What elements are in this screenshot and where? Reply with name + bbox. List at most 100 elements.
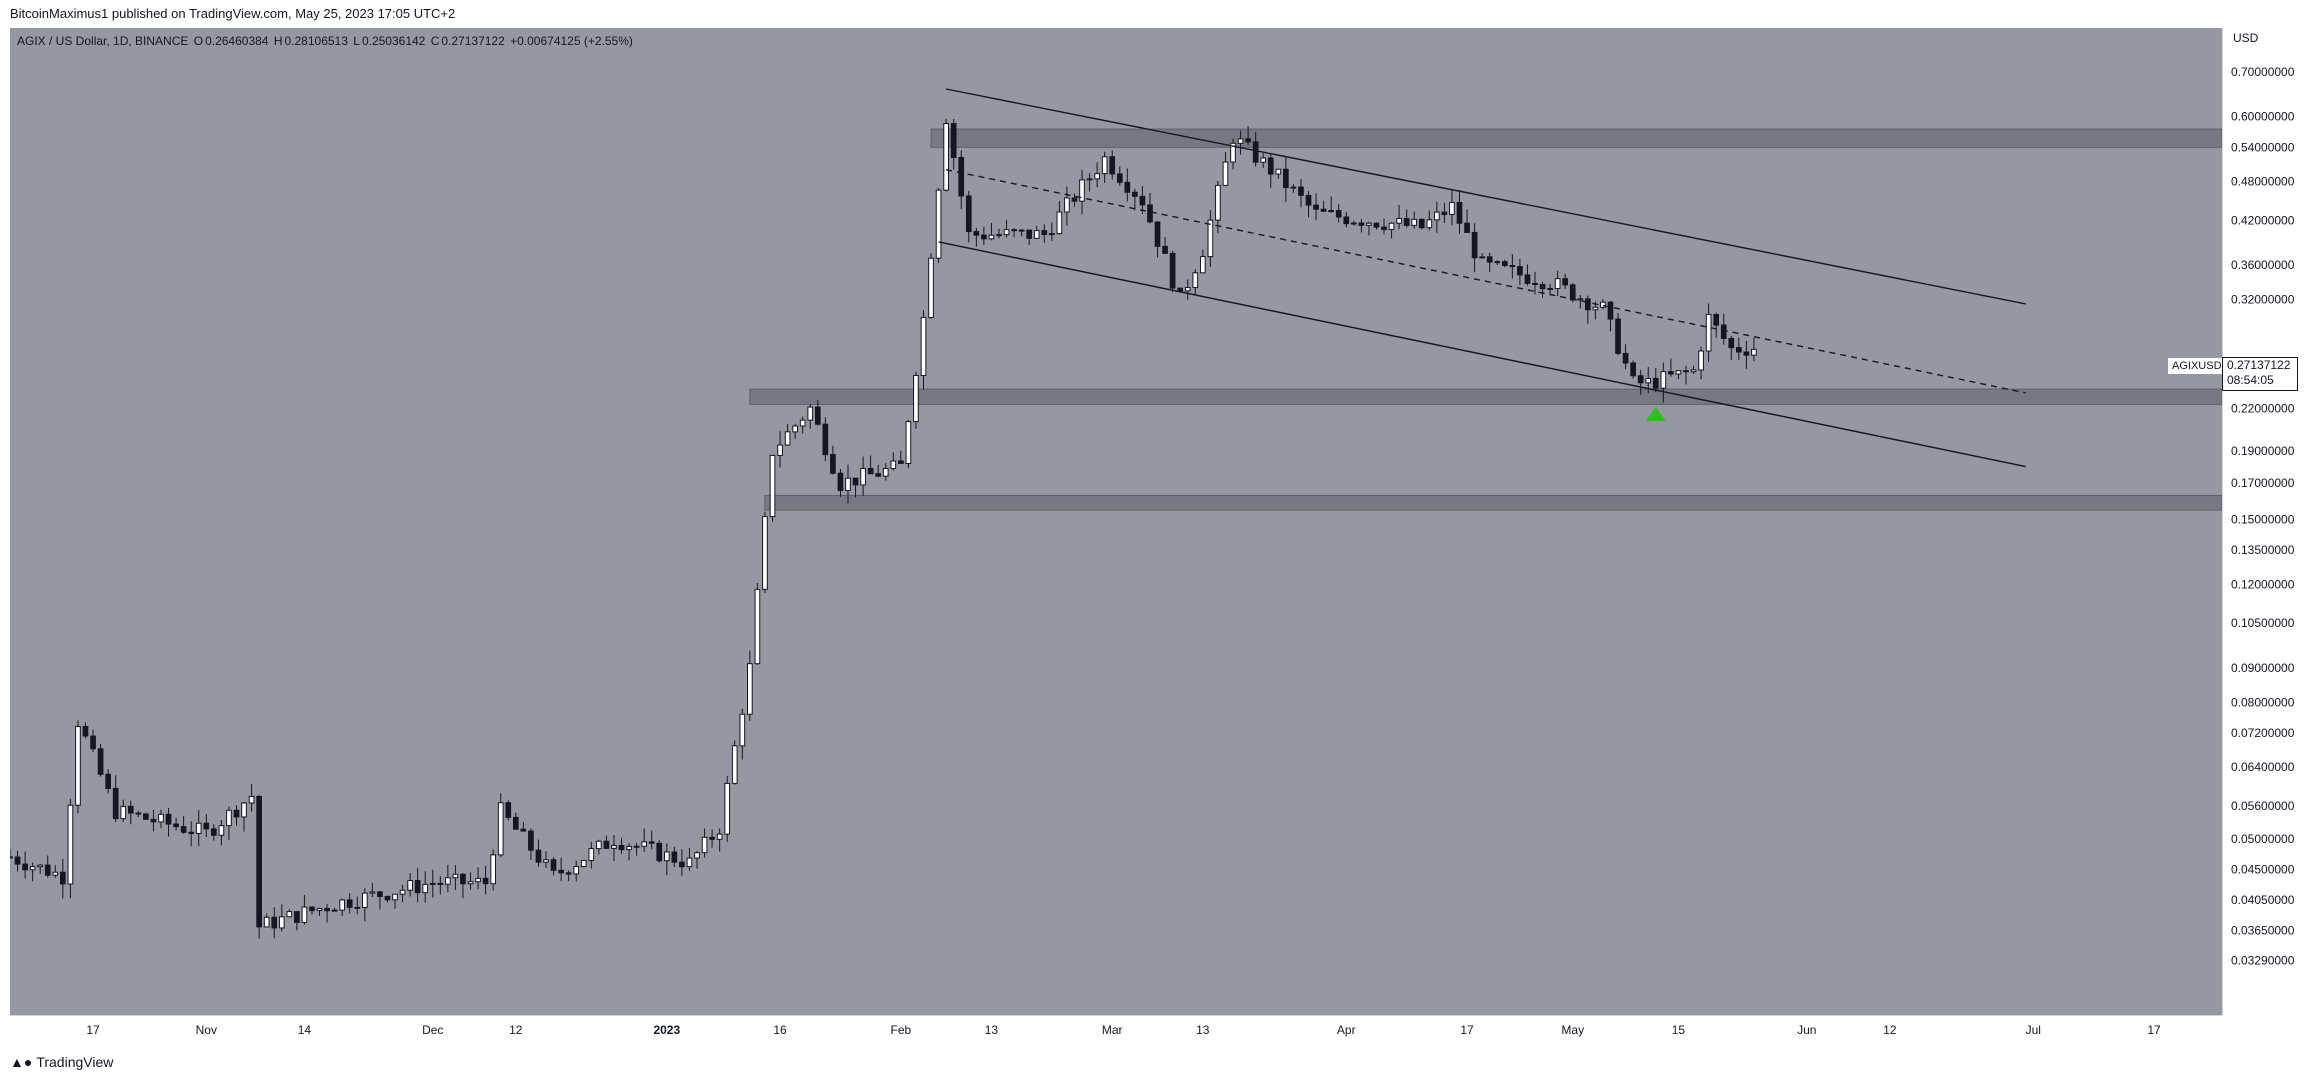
candle-body xyxy=(626,845,632,851)
candle-body xyxy=(1705,314,1712,352)
candle-body xyxy=(1652,377,1659,389)
candle xyxy=(1517,258,1523,285)
candle-body xyxy=(90,735,96,750)
candle-body xyxy=(354,906,361,909)
time-tick-label: 15 xyxy=(1672,1023,1686,1037)
candle-body xyxy=(1260,157,1267,163)
candle-body xyxy=(520,828,527,832)
candle-body xyxy=(618,844,625,851)
candle xyxy=(777,431,783,468)
candle-body xyxy=(709,836,715,840)
time-tick-label: 2023 xyxy=(653,1023,680,1037)
time-axis[interactable]: 17 Nov 14 Dec 12 2023 16 Feb 13 Mar 13 Apr 17 May 15 Ju… xyxy=(10,1015,2222,1043)
candle xyxy=(1743,340,1750,369)
candle-body xyxy=(210,828,217,836)
symbol-tag: AGIXUSD xyxy=(2167,357,2227,375)
price-tick-label: 0.04050000 xyxy=(2231,893,2295,907)
chart-canvas[interactable] xyxy=(10,28,2222,1015)
candle-body xyxy=(973,231,980,236)
candle xyxy=(1154,221,1161,258)
price-tick-label: 0.08000000 xyxy=(2231,695,2295,709)
candle-body xyxy=(950,123,957,159)
candle xyxy=(739,708,746,760)
candle xyxy=(830,445,836,475)
candle xyxy=(90,729,96,753)
candle xyxy=(973,227,980,247)
candle-body xyxy=(1109,156,1116,175)
tradingview-brand[interactable]: ▲● TradingView xyxy=(10,1054,113,1070)
candle xyxy=(1320,200,1327,212)
candle xyxy=(414,867,421,903)
channel-lower-line xyxy=(938,241,2026,468)
candle-body xyxy=(1547,287,1553,290)
candle-body xyxy=(1622,352,1629,364)
candle-body xyxy=(248,796,255,804)
candle xyxy=(943,118,949,192)
candle-body xyxy=(399,889,406,895)
time-tick-label: Feb xyxy=(890,1023,911,1037)
candle-body xyxy=(792,425,798,433)
candle-body xyxy=(1735,347,1742,353)
candle xyxy=(1501,259,1508,268)
candle-body xyxy=(1645,377,1652,384)
candle xyxy=(324,904,330,923)
candle xyxy=(1018,229,1025,237)
candle xyxy=(965,190,972,243)
candle-body xyxy=(309,906,315,912)
price-tick-label: 0.32000000 xyxy=(2231,292,2295,306)
candle-body xyxy=(422,883,429,894)
candle-body xyxy=(1615,318,1621,354)
candle xyxy=(422,871,429,903)
candle xyxy=(301,895,308,925)
candle-body xyxy=(807,406,814,421)
price-tick-label: 0.48000000 xyxy=(2231,175,2295,189)
candle-body xyxy=(60,871,66,885)
candle-body xyxy=(127,805,134,814)
candle xyxy=(913,371,919,429)
candle-body xyxy=(573,865,580,875)
candle-body xyxy=(633,845,640,848)
candle xyxy=(218,820,225,846)
candle-body xyxy=(747,663,753,715)
candle-body xyxy=(1064,197,1070,213)
candle-body xyxy=(1139,195,1146,206)
time-tick-label: Jul xyxy=(2026,1023,2041,1037)
candle-body xyxy=(724,782,731,835)
candle xyxy=(1607,300,1614,332)
chart-plot-area[interactable]: AGIX / US Dollar, 1D, BINANCE O 0.2646038… xyxy=(10,28,2222,1015)
candle xyxy=(1675,370,1682,380)
candle xyxy=(1600,299,1606,310)
candle-body xyxy=(686,857,693,868)
candle-body xyxy=(1048,233,1055,236)
time-tick-label: Apr xyxy=(1337,1023,1356,1037)
candle xyxy=(112,775,119,823)
candle xyxy=(445,864,451,893)
candle xyxy=(37,863,44,874)
price-tick-label: 0.12000000 xyxy=(2231,577,2295,591)
candle xyxy=(399,884,406,903)
candle xyxy=(799,416,806,434)
candle-body xyxy=(1245,138,1251,143)
candle-body xyxy=(112,787,119,820)
candle xyxy=(1177,287,1184,292)
candle xyxy=(256,794,262,939)
candle xyxy=(1554,270,1561,297)
candle-body xyxy=(920,317,927,376)
candle xyxy=(22,851,28,879)
candle xyxy=(1101,151,1108,183)
candle-body xyxy=(1018,229,1025,232)
candle-body xyxy=(1411,218,1418,226)
candle xyxy=(14,850,21,872)
candle-body xyxy=(528,830,534,851)
candle-body xyxy=(641,841,647,847)
candle-body xyxy=(1494,261,1501,264)
candle xyxy=(490,849,497,891)
candle xyxy=(1147,192,1153,224)
candle xyxy=(1713,312,1720,338)
candle-body xyxy=(1328,210,1335,213)
price-axis[interactable]: USD 0.70000000 0.60000000 0.54000000 0.48000… xyxy=(2222,28,2314,1015)
publisher-bar: BitcoinMaximus1 published on TradingView… xyxy=(0,0,2314,28)
candle xyxy=(1026,229,1033,245)
time-tick-label: 17 xyxy=(86,1023,100,1037)
candle-body xyxy=(263,916,270,928)
